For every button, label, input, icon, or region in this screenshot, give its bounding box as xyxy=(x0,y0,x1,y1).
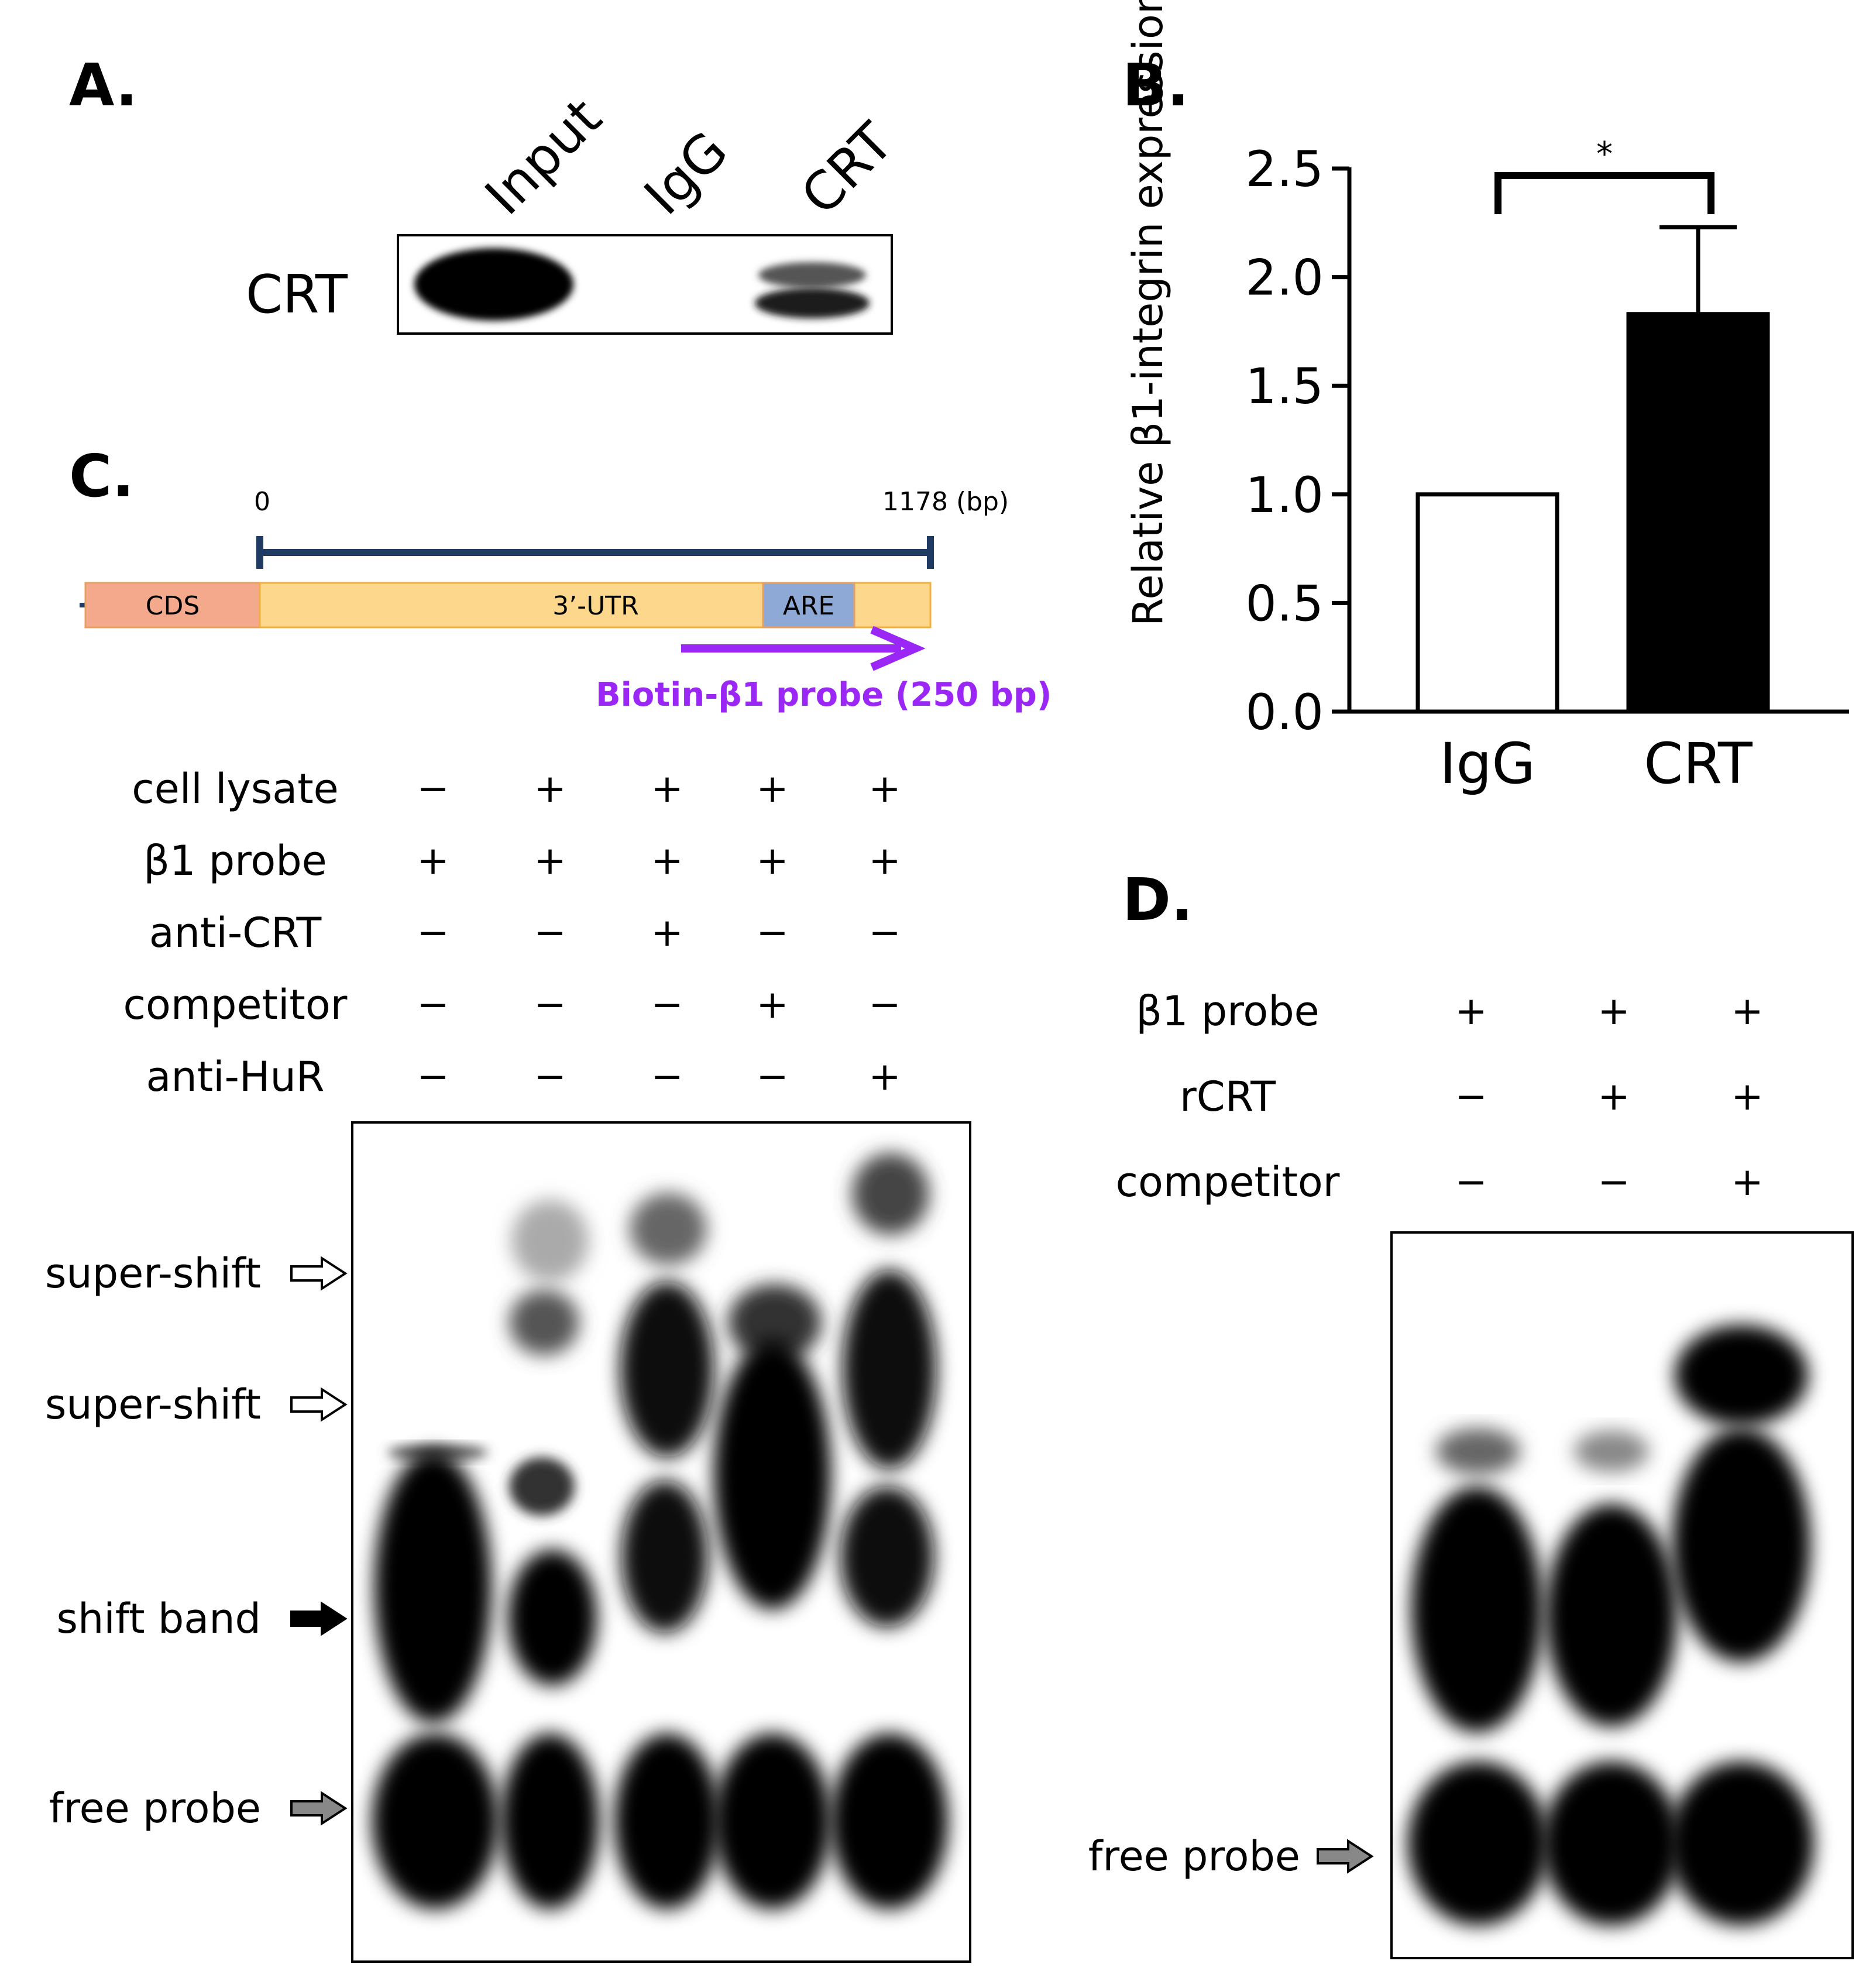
plus-mark: + xyxy=(1455,988,1487,1033)
lane-label-crt: CRT xyxy=(789,111,905,227)
plus-mark: + xyxy=(1597,988,1630,1033)
plus-mark: + xyxy=(417,838,449,883)
condition-label: anti-CRT xyxy=(149,909,322,957)
minus-mark: − xyxy=(868,982,901,1027)
minus-mark: − xyxy=(1597,1159,1630,1204)
panel-b: B. Relative β1-integrin expression 0.00.… xyxy=(1122,0,1849,796)
blot-row-label: CRT xyxy=(246,264,348,325)
lane-label-igg: IgG xyxy=(633,120,740,227)
y-tick-label: 1.5 xyxy=(1245,358,1324,415)
map-end-label: 1178 (bp) xyxy=(882,487,1009,517)
condition-label: β1 probe xyxy=(143,837,327,885)
plus-mark: + xyxy=(651,910,683,955)
plus-mark: + xyxy=(868,838,901,883)
minus-mark: − xyxy=(756,910,788,955)
plus-mark: + xyxy=(534,838,566,883)
condition-label: β1 probe xyxy=(1136,987,1319,1035)
condition-label: competitor xyxy=(1116,1158,1340,1206)
minus-mark: − xyxy=(651,1054,683,1099)
band-label: super-shift xyxy=(45,1381,261,1429)
are-region xyxy=(762,582,855,629)
plus-mark: + xyxy=(1731,1159,1763,1204)
y-tick-label: 2.5 xyxy=(1245,140,1324,198)
plus-mark: + xyxy=(868,1054,901,1099)
condition-label: anti-HuR xyxy=(146,1053,324,1101)
shift-band-arrow-icon xyxy=(290,1601,348,1636)
minus-mark: − xyxy=(417,766,449,811)
panel-b-label: B. xyxy=(1122,51,1189,119)
panel-c: C. 0 1178 (bp) CDS 3’-UTR ARE Biotin-β1 … xyxy=(45,442,1052,1963)
utr-label: 3’-UTR xyxy=(552,591,639,621)
minus-mark: − xyxy=(1455,1074,1487,1119)
condition-label: competitor xyxy=(123,981,348,1029)
panel-d: D. β1 probe + + + rCRT − + + competitor − − + free … xyxy=(1088,866,1854,1959)
cds-region xyxy=(84,582,261,629)
minus-mark: − xyxy=(534,982,566,1027)
band-label: free probe xyxy=(49,1784,261,1832)
minus-mark: − xyxy=(756,1054,788,1099)
y-tick-label: 0.5 xyxy=(1245,575,1324,632)
plus-mark: + xyxy=(651,838,683,883)
band-labels-c: super-shift super-shift shift band free pro… xyxy=(45,1249,348,1832)
map-start-label: 0 xyxy=(254,487,270,517)
western-blot-bands xyxy=(414,248,870,321)
y-tick-label: 0.0 xyxy=(1245,684,1324,741)
super-shift-arrow-icon xyxy=(290,1387,348,1422)
panel-a: A. Input IgG CRT CRT xyxy=(69,51,905,335)
minus-mark: − xyxy=(534,1054,566,1099)
y-tick-label: 2.0 xyxy=(1245,249,1324,307)
x-tick-label: CRT xyxy=(1644,731,1753,796)
y-tick-label: 1.0 xyxy=(1245,466,1324,524)
x-tick-label: IgG xyxy=(1439,731,1535,796)
significance-bracket xyxy=(1494,172,1714,214)
significance-star: * xyxy=(1596,135,1613,173)
band-labels-d: free probe xyxy=(1088,1832,1374,1880)
bar-crt xyxy=(1626,312,1770,714)
conditions-table-d: β1 probe + + + rCRT − + + competitor − − + xyxy=(1116,987,1764,1206)
plus-mark: + xyxy=(756,766,788,811)
free-probe-arrow-icon xyxy=(1317,1839,1374,1874)
plus-mark: + xyxy=(534,766,566,811)
plus-mark: + xyxy=(868,766,901,811)
plus-mark: + xyxy=(651,766,683,811)
plus-mark: + xyxy=(1731,988,1763,1033)
plus-mark: + xyxy=(756,982,788,1027)
minus-mark: − xyxy=(417,910,449,955)
band-label: shift band xyxy=(56,1595,261,1643)
band-label: super-shift xyxy=(45,1249,261,1297)
condition-label: cell lysate xyxy=(132,765,338,813)
free-probe-arrow-icon xyxy=(290,1791,348,1826)
probe-label: Biotin-β1 probe (250 bp) xyxy=(596,676,1052,714)
are-label: ARE xyxy=(783,591,834,621)
plus-mark: + xyxy=(1731,1074,1763,1119)
bar-chart: 0.0 0.5 1.0 1.5 2.0 2.5 IgG CRT * xyxy=(1245,135,1849,796)
bar-igg xyxy=(1415,492,1559,714)
lane-label-input: Input xyxy=(473,87,613,227)
conditions-table-c: cell lysate − + + + + β1 probe + + + + + anti-CRT − − +… xyxy=(123,765,901,1101)
panel-d-label: D. xyxy=(1122,866,1193,934)
emsa-gel-c-bands xyxy=(372,1153,948,1909)
minus-mark: − xyxy=(417,1054,449,1099)
probe-arrow-icon xyxy=(870,626,926,671)
minus-mark: − xyxy=(417,982,449,1027)
minus-mark: − xyxy=(1455,1159,1487,1204)
gene-map: 0 1178 (bp) CDS 3’-UTR ARE Biotin-β1 pro… xyxy=(80,487,1052,714)
panel-a-label: A. xyxy=(69,51,138,119)
plus-mark: + xyxy=(1597,1074,1630,1119)
minus-mark: − xyxy=(651,982,683,1027)
super-shift-arrow-icon xyxy=(290,1256,348,1291)
y-axis-label: Relative β1-integrin expression xyxy=(1124,0,1172,626)
emsa-gel-d-bands xyxy=(1408,1325,1814,1925)
panel-c-label: C. xyxy=(69,442,134,510)
minus-mark: − xyxy=(534,910,566,955)
condition-label: rCRT xyxy=(1180,1073,1276,1121)
plus-mark: + xyxy=(756,838,788,883)
cds-label: CDS xyxy=(146,591,200,621)
minus-mark: − xyxy=(868,910,901,955)
band-label: free probe xyxy=(1088,1832,1300,1880)
